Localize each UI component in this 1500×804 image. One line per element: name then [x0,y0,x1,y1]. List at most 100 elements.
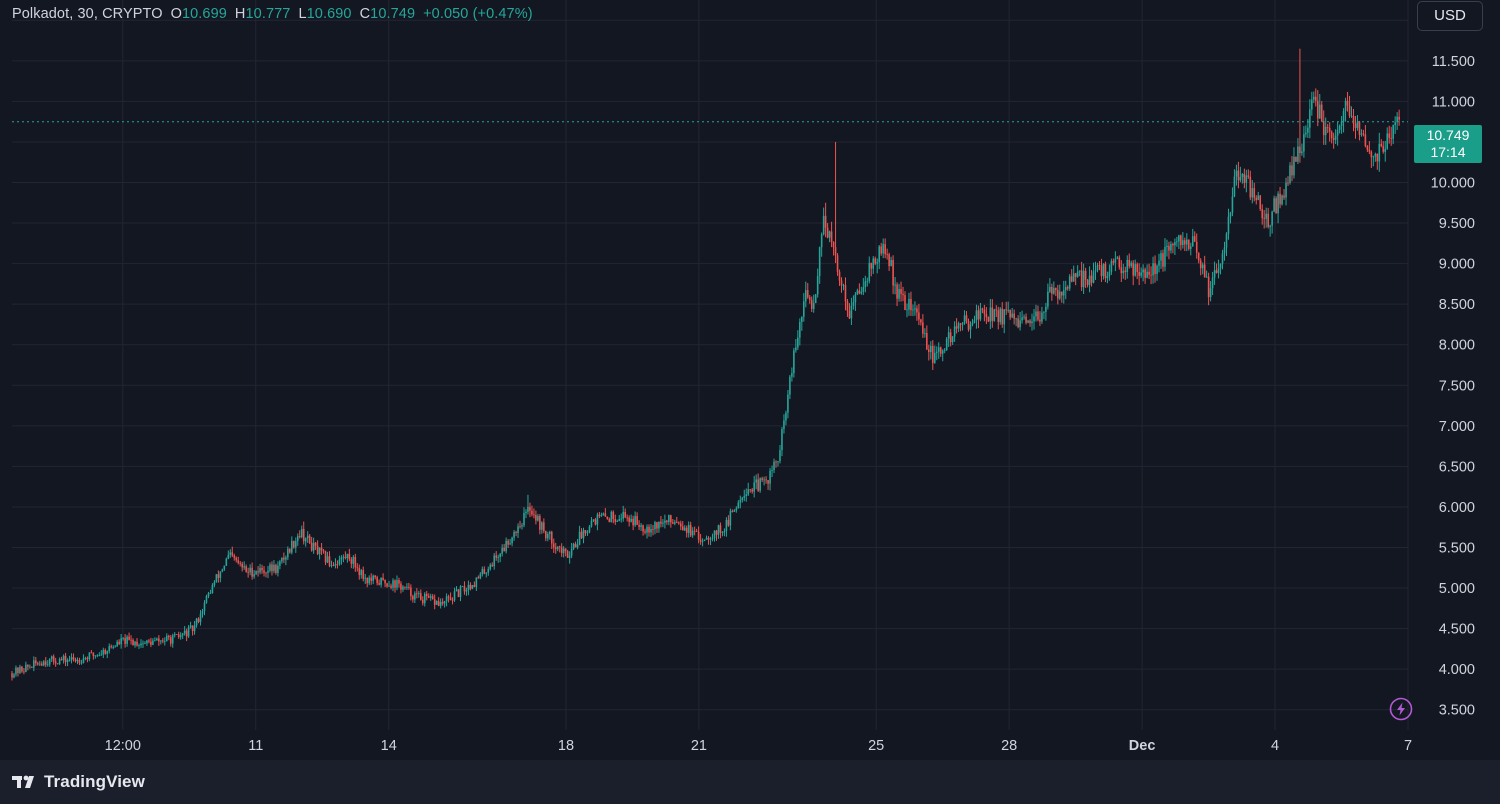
candle-up [1164,238,1166,272]
ohlc-legend: Polkadot, 30, CRYPTO O10.699 H10.777 L10.69… [12,6,533,22]
candle-down [977,305,980,329]
candle-up [634,511,636,527]
x-tick-label: 11 [248,738,263,754]
y-axis[interactable]: 12.00011.50011.00010.50010.0009.5009.000… [1431,13,1475,718]
candle-up [1082,263,1085,294]
open-value: 10.699 [181,6,227,22]
candle-up [108,643,111,654]
candle-up [402,585,404,592]
candle-down [1314,88,1317,107]
candle-up [423,592,426,607]
candle-up [455,586,458,592]
brand-name: TradingView [44,772,145,791]
candle-up [717,524,720,539]
candle-up [467,580,470,596]
chart-area[interactable]: 12.00011.50011.00010.50010.0009.5009.000… [0,0,1500,760]
candle-up [961,321,964,331]
candle-up [1344,97,1347,122]
candle-up [683,525,686,531]
candle-down [830,221,833,248]
candle-up [709,536,712,546]
x-tick-label: 7 [1404,738,1412,754]
candle-up [820,232,823,257]
candle-up [1106,271,1109,284]
candle-up [600,512,603,518]
candle-up [1338,124,1341,134]
candle-up [797,330,799,350]
candle-down [1295,156,1297,162]
candle-up [1374,152,1377,162]
candle-down [1247,169,1250,179]
candle-up [616,519,619,522]
candle-up [1235,164,1238,186]
candle-up [1271,210,1273,234]
candle-down [1259,195,1262,211]
candle-down [1197,252,1200,264]
low-value: 10.690 [306,6,352,22]
candle-up [1176,236,1178,247]
candle-up [745,488,748,502]
candle-down [552,538,555,553]
candle-down [689,521,692,538]
candle-up [1114,251,1117,272]
candle-down [35,657,37,666]
candle-up [1211,271,1214,296]
candle-up [273,560,275,574]
candle-down [1261,204,1264,225]
candle-down [628,515,630,527]
candle-up [259,563,261,575]
high-label: H [234,6,246,22]
candle-up [610,510,613,523]
candlestick-chart[interactable]: 12.00011.50011.00010.50010.0009.5009.000… [0,0,1500,760]
x-axis[interactable]: 12:00 11 14 18 21 25 28 Dec 4 7 [105,738,1412,754]
currency-button[interactable]: USD [1417,1,1483,31]
candle-down [606,516,609,520]
candle-down [558,545,561,553]
candle-up [791,367,793,382]
candle-down [410,584,412,601]
candle-down [398,577,400,588]
candle-up [969,321,972,339]
candle-up [1257,191,1260,201]
candle-down [560,543,563,557]
candle-up [1231,187,1234,217]
candle-up [941,349,944,362]
candle-down [390,583,392,590]
candle-down [765,476,767,484]
candle-down [888,252,890,271]
candle-down [519,520,521,529]
x-tick-label: 12:00 [105,738,141,754]
candle-down [292,540,295,549]
candle-up [189,621,192,629]
candle-up [578,525,581,546]
tradingview-logo[interactable]: TradingView [12,772,145,792]
candle-up [953,321,956,342]
candle-down [52,654,55,665]
candle-up [945,337,948,351]
candle-up [973,315,976,324]
candle-up [1035,304,1037,322]
x-tick-label: 4 [1271,738,1279,754]
candle-up [334,558,337,569]
candle-down [320,543,323,555]
y-tick-label: 4.000 [1439,662,1475,678]
candle-down [271,561,273,576]
candle-down [302,521,305,545]
lightning-bolt-icon[interactable] [1389,697,1413,721]
candle-down [231,546,234,558]
candle-up [854,292,857,312]
candle-up [705,535,708,540]
candle-down [167,634,170,641]
symbol-title[interactable]: Polkadot, 30, CRYPTO [12,6,163,22]
candle-down [507,538,509,549]
candle-up [1372,155,1375,167]
candle-up [294,537,297,553]
candle-up [1350,106,1353,118]
candle-down [314,541,317,550]
candle-up [523,507,525,528]
candle-down [473,581,476,588]
candle-up [1301,143,1303,156]
candle-down [344,551,347,560]
candles [11,48,1400,681]
candle-down [356,563,359,572]
